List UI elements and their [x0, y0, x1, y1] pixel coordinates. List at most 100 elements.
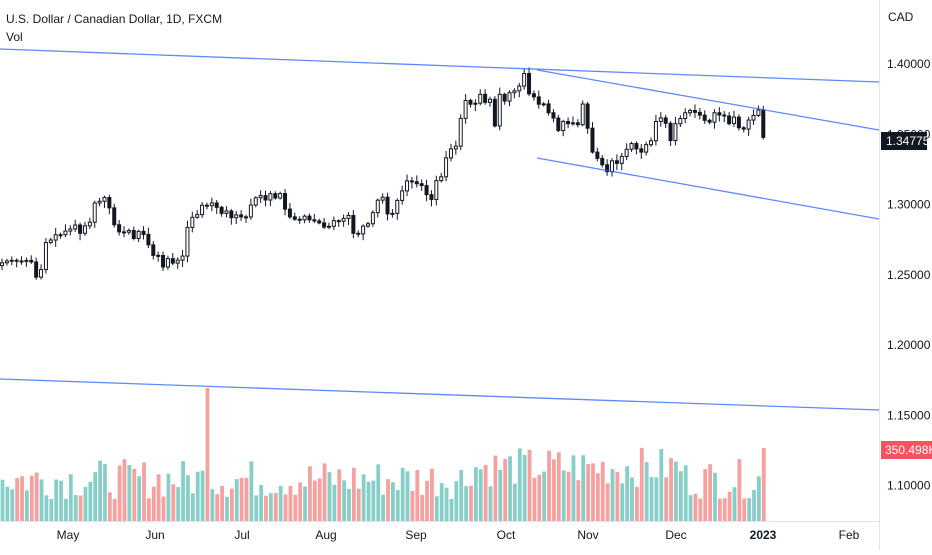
- candle-body: [556, 117, 561, 132]
- candle-body: [170, 258, 175, 264]
- candle-body: [200, 204, 205, 216]
- candle-body: [653, 120, 658, 142]
- volume-bar: [176, 487, 181, 521]
- volume-bar: [44, 495, 49, 521]
- volume-bar: [527, 449, 532, 521]
- volume-bar: [229, 488, 234, 521]
- candle: [156, 251, 161, 262]
- volume-bar: [25, 490, 29, 521]
- candle-body: [92, 202, 97, 223]
- candle: [375, 198, 380, 218]
- candle-body: [63, 230, 68, 236]
- candle: [512, 88, 517, 99]
- candle: [200, 201, 205, 219]
- candle-body: [463, 99, 468, 119]
- volume-bar: [303, 486, 307, 521]
- candle-body: [107, 196, 112, 209]
- candle: [463, 94, 468, 124]
- candle-body: [517, 85, 522, 92]
- trendline-channel-top: [536, 69, 880, 131]
- candle-body: [736, 116, 741, 129]
- candle-body: [195, 214, 200, 218]
- candle-body: [278, 193, 283, 199]
- candle-body: [527, 73, 532, 95]
- candle-body: [317, 220, 322, 224]
- candle: [722, 111, 727, 123]
- candle: [312, 213, 317, 224]
- volume-bar: [88, 481, 93, 521]
- candle: [434, 175, 439, 206]
- volume-bar: [717, 498, 722, 521]
- candle: [141, 226, 146, 240]
- volume-bar: [288, 485, 293, 521]
- candle: [453, 140, 458, 155]
- candle-body: [492, 98, 497, 127]
- candle-body: [97, 200, 102, 204]
- volume-bar: [283, 494, 288, 521]
- candle-body: [146, 233, 151, 246]
- candle-body: [248, 204, 253, 218]
- x-tick-label: Nov: [577, 528, 598, 542]
- candle: [92, 200, 97, 228]
- candle-body: [634, 143, 639, 150]
- volume-bar: [615, 471, 620, 521]
- candle: [658, 112, 663, 127]
- y-tick-label: 1.15000: [887, 408, 931, 422]
- volume-bar: [376, 464, 381, 521]
- candle-body: [161, 255, 166, 268]
- candle: [424, 179, 429, 202]
- volume-bar: [322, 463, 327, 521]
- volume-bar: [186, 475, 190, 521]
- volume-bar: [386, 479, 390, 521]
- candle-body: [283, 193, 288, 210]
- candle-body: [448, 148, 453, 159]
- volume-bar: [547, 450, 551, 521]
- x-tick-label: 2023: [750, 528, 777, 542]
- volume-bar: [595, 473, 600, 521]
- volume-bar: [605, 483, 610, 521]
- volume-bar: [649, 477, 654, 521]
- y-tick-label: 1.10000: [887, 479, 931, 493]
- candle: [307, 213, 312, 223]
- volume-bar: [200, 470, 205, 521]
- candle: [546, 99, 551, 116]
- candle: [644, 141, 649, 156]
- candle-body: [610, 160, 614, 173]
- candle: [278, 191, 283, 200]
- candle: [322, 217, 327, 230]
- volume-bar: [405, 471, 410, 521]
- volume-bar: [483, 465, 488, 521]
- candle-body: [707, 119, 712, 123]
- candle-body: [234, 214, 239, 219]
- candle-body: [727, 115, 732, 125]
- volume-bar: [239, 477, 244, 521]
- candle-body: [209, 202, 214, 207]
- candle-body: [502, 93, 507, 102]
- candle: [117, 219, 122, 236]
- volume-bar: [639, 447, 644, 521]
- candle-body: [68, 228, 73, 232]
- candle-body: [453, 145, 458, 150]
- candle: [87, 217, 92, 230]
- volume-bar: [151, 486, 156, 521]
- volume-bar: [591, 463, 595, 521]
- candle: [756, 105, 761, 118]
- trendline-lower-long: [0, 378, 880, 411]
- candle: [39, 264, 44, 280]
- candle-body: [268, 193, 273, 201]
- volume-bar: [757, 476, 761, 521]
- candle-body: [722, 114, 727, 117]
- candle-body: [346, 214, 351, 219]
- volume-bar: [34, 472, 39, 521]
- candle: [732, 110, 736, 127]
- volume-bar: [147, 498, 151, 521]
- candle-body: [366, 223, 370, 227]
- volume-bar: [5, 486, 10, 521]
- candle: [585, 101, 590, 134]
- candle-body: [219, 206, 224, 214]
- candle: [14, 258, 19, 268]
- candle: [527, 67, 532, 97]
- candle-body: [4, 260, 9, 264]
- candle: [536, 90, 541, 109]
